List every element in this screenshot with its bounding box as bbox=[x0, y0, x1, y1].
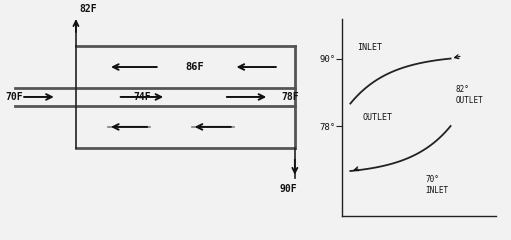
Text: 82°
OUTLET: 82° OUTLET bbox=[456, 85, 483, 105]
Text: 82F: 82F bbox=[79, 4, 97, 14]
Text: INLET: INLET bbox=[357, 43, 382, 52]
Text: OUTLET: OUTLET bbox=[362, 113, 392, 122]
Text: 70°
INLET: 70° INLET bbox=[426, 175, 449, 195]
Text: 78F: 78F bbox=[281, 92, 299, 102]
Text: 90F: 90F bbox=[280, 184, 297, 194]
Text: 86F: 86F bbox=[185, 62, 204, 72]
Text: 74F: 74F bbox=[133, 92, 151, 102]
Text: 70F: 70F bbox=[5, 92, 22, 102]
